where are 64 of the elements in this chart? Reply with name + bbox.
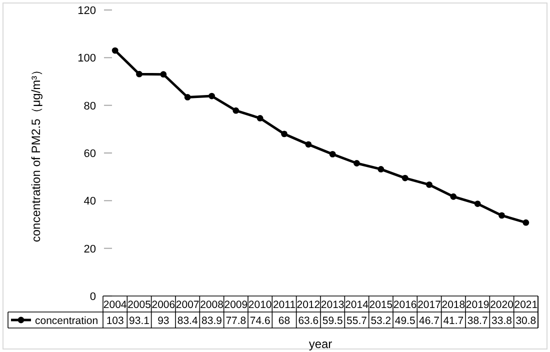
data-label: 74.6 <box>250 315 270 327</box>
point <box>305 141 312 148</box>
point <box>136 70 142 78</box>
x-tick-label: 2011 <box>272 299 296 311</box>
point <box>184 94 191 100</box>
data-label: 63.6 <box>298 315 319 327</box>
data-label: 68 <box>278 315 290 327</box>
data-label: 103 <box>106 315 124 327</box>
data-label: 46.7 <box>419 315 440 327</box>
y-tick-label: 60 <box>84 148 96 160</box>
data-label: 41.7 <box>443 315 464 327</box>
point <box>281 130 288 138</box>
data-label: 30.8 <box>516 315 536 327</box>
data-label: 33.8 <box>492 315 512 327</box>
data-label: 53.2 <box>370 315 392 327</box>
data-label: 83.4 <box>177 315 198 327</box>
data-label: 49.5 <box>394 315 416 327</box>
y-tick-label: 0 <box>90 291 96 303</box>
x-tick-label: 2007 <box>176 299 200 311</box>
data-label: 83.9 <box>202 315 222 327</box>
data-label: 55.7 <box>346 315 368 327</box>
y-axis-title: concentration of PM2.5（μg/m³） <box>29 64 43 242</box>
x-tick-label: 2021 <box>514 299 538 311</box>
point <box>474 200 481 207</box>
x-tick-label: 2016 <box>393 299 417 311</box>
data-label: 93.1 <box>129 315 150 327</box>
data-label: 77.8 <box>226 315 246 327</box>
x-tick-label: 2018 <box>442 299 466 311</box>
data-label: 93 <box>158 315 170 327</box>
x-tick-label: 2019 <box>466 299 490 311</box>
x-tick-label: 2006 <box>152 299 176 311</box>
point <box>160 71 167 78</box>
point <box>256 115 264 122</box>
point <box>402 174 408 182</box>
x-tick-label: 2005 <box>128 299 152 311</box>
x-tick-label: 2012 <box>296 299 320 311</box>
point <box>498 212 505 219</box>
x-tick-label: 2013 <box>320 299 344 311</box>
y-tick-label: 40 <box>84 196 96 208</box>
x-tick-label: 2020 <box>490 299 514 311</box>
x-axis-title: year <box>308 337 332 351</box>
x-tick-label: 2004 <box>103 299 127 311</box>
x-tick-label: 2014 <box>345 299 369 311</box>
point <box>450 193 457 200</box>
point <box>329 150 336 158</box>
y-tick-label: 100 <box>78 52 96 65</box>
point <box>208 92 215 100</box>
point <box>426 182 432 188</box>
legend-label: concentration <box>35 315 98 327</box>
point <box>232 107 240 114</box>
point <box>378 166 384 172</box>
x-tick-label: 2009 <box>224 299 248 311</box>
x-tick-label: 2008 <box>200 299 224 311</box>
x-tick-label: 2015 <box>369 299 393 311</box>
data-label: 59.5 <box>322 315 343 327</box>
x-tick-label: 2017 <box>418 299 442 311</box>
y-tick-label: 20 <box>84 243 96 256</box>
point <box>354 160 360 166</box>
point <box>112 47 118 54</box>
y-tick-label: 80 <box>84 100 96 112</box>
point <box>522 219 530 226</box>
data-label: 38.7 <box>467 315 488 327</box>
y-tick-label: 120 <box>78 5 96 17</box>
x-tick-label: 2010 <box>248 299 272 311</box>
